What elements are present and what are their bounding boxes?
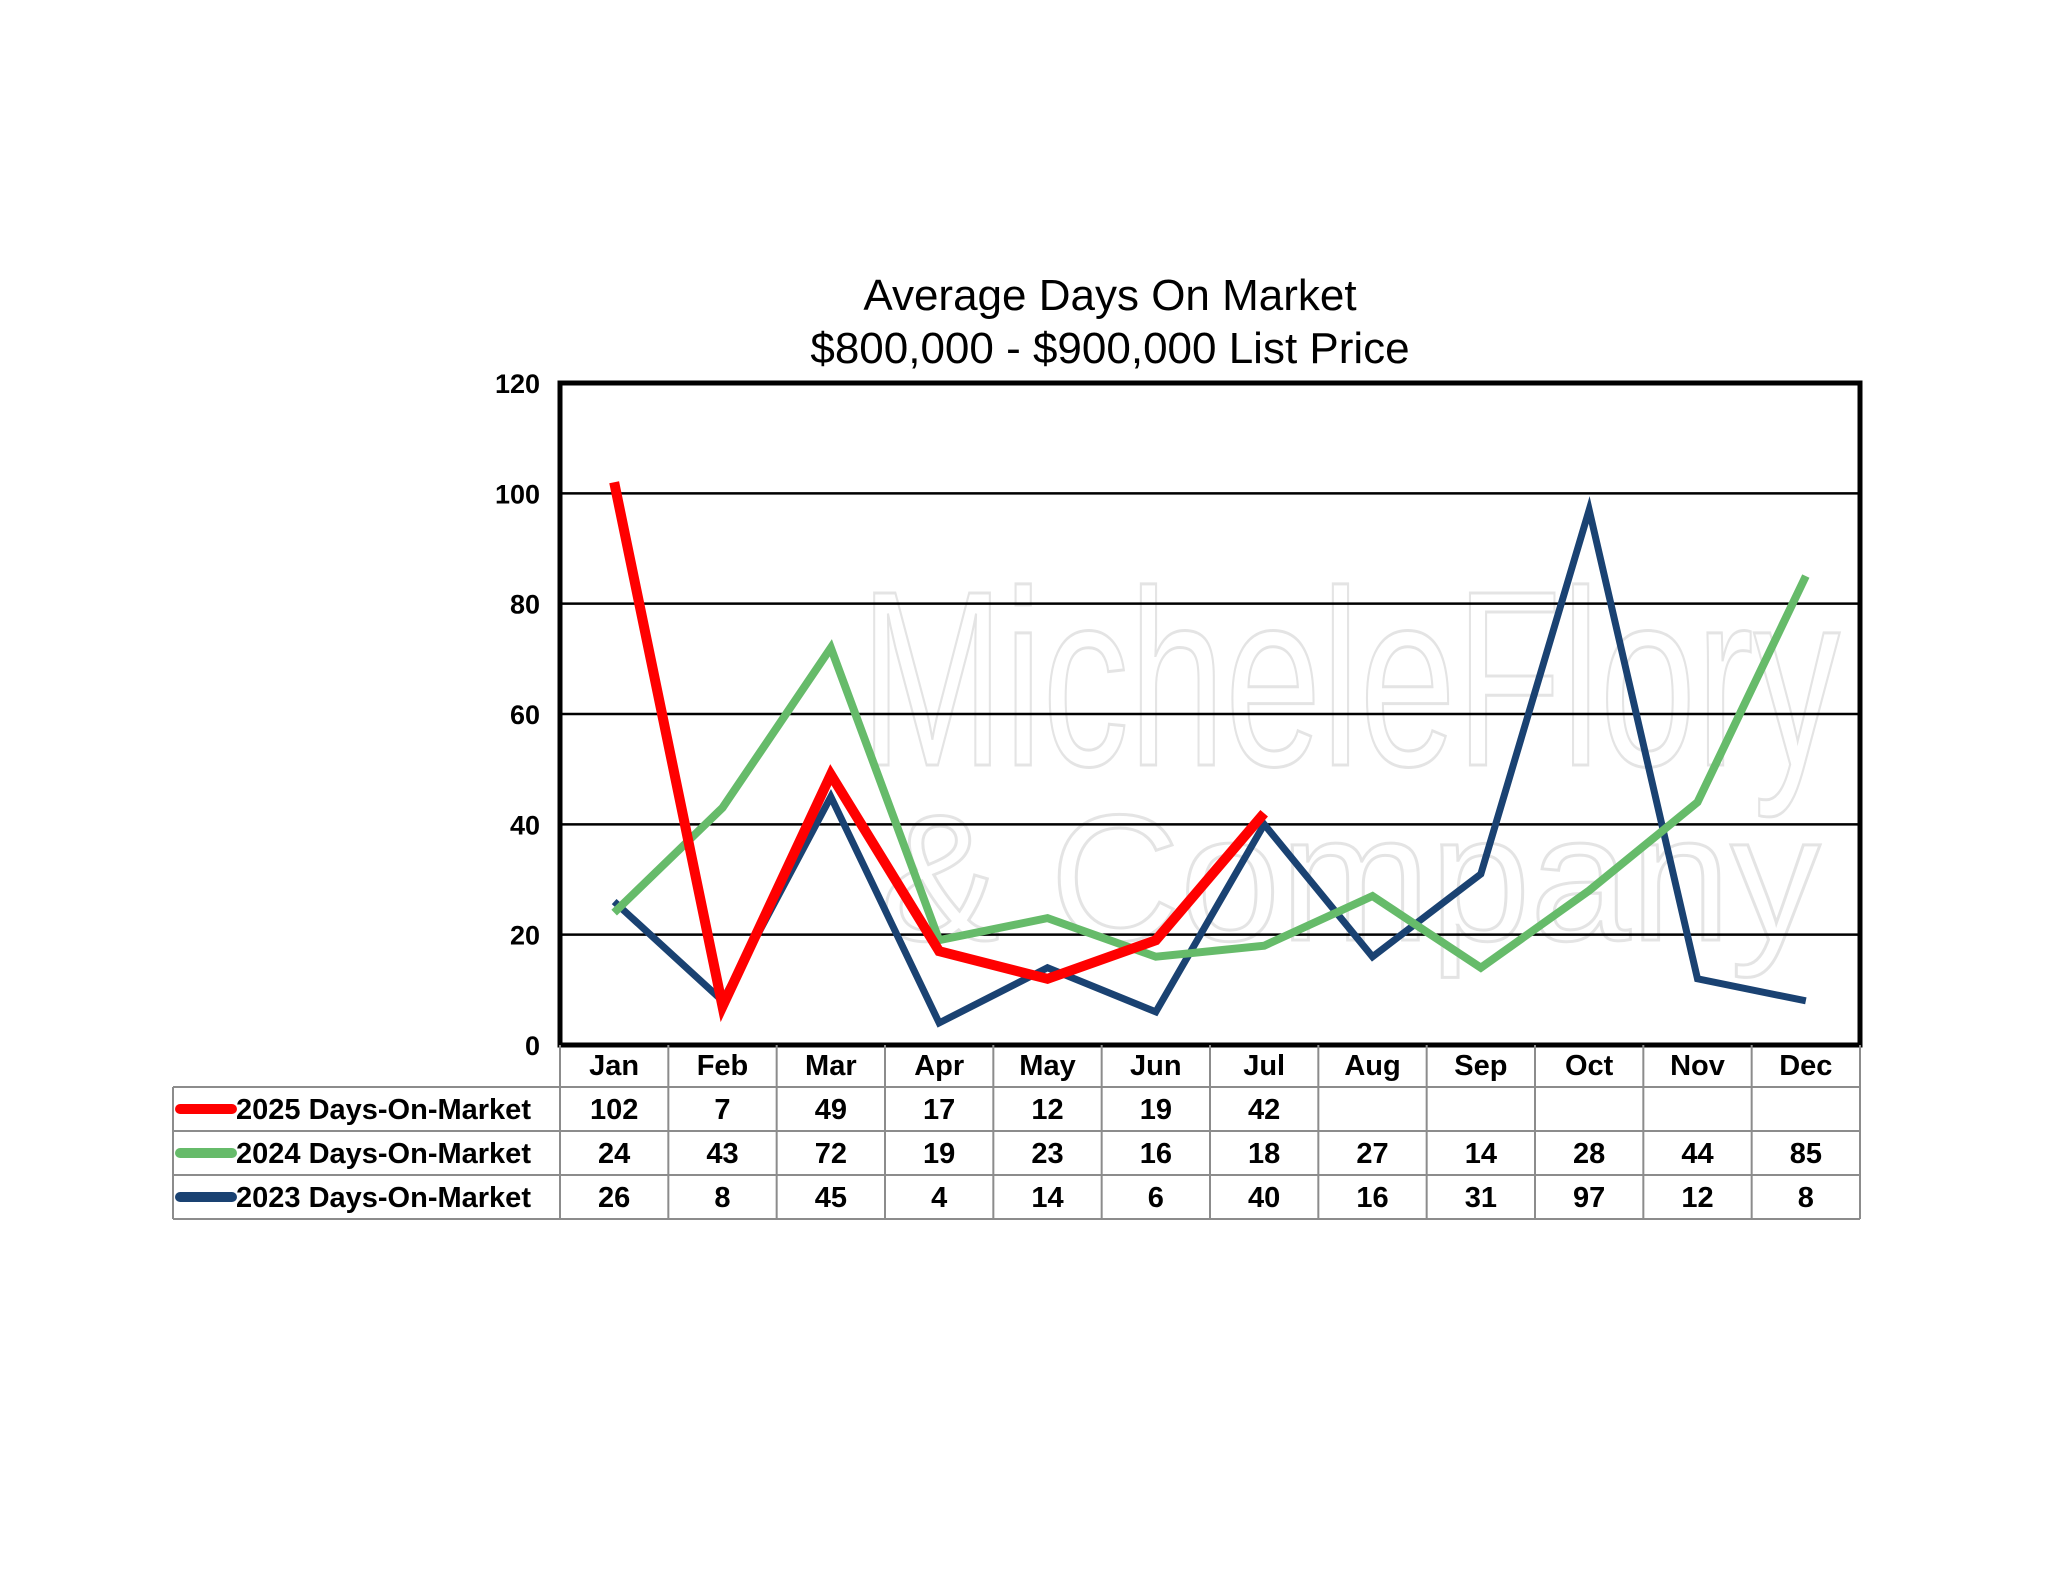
- table-cell-value: 102: [590, 1094, 638, 1126]
- table-cell-value: 97: [1573, 1182, 1605, 1214]
- legend-label: 2023 Days-On-Market: [236, 1182, 531, 1214]
- gridlines: [560, 492, 1860, 936]
- y-tick-label: 40: [510, 810, 540, 840]
- watermark-line2: & Company: [880, 778, 1820, 979]
- data-table: Jan Feb Mar Apr May Jun Jul Aug Sep Oct Nov Dec 2025…: [172, 1045, 1861, 1220]
- legend-label: 2025 Days-On-Market: [236, 1094, 531, 1126]
- table-cell-value: 49: [815, 1094, 847, 1126]
- x-tick-label: Feb: [697, 1050, 749, 1082]
- x-tick-label: Apr: [914, 1050, 964, 1082]
- table-cell-value: 27: [1356, 1138, 1388, 1170]
- table-cell-value: 42: [1248, 1094, 1280, 1126]
- y-tick-label: 0: [525, 1031, 540, 1061]
- y-axis: 0 20 40 60 80 100 120: [495, 369, 540, 1061]
- chart-subtitle: $800,000 - $900,000 List Price: [810, 324, 1409, 373]
- series-line-0: [609, 481, 1268, 1023]
- y-tick-label: 100: [495, 479, 540, 509]
- y-tick-label: 120: [495, 369, 540, 399]
- table-cell-value: 14: [1465, 1138, 1497, 1170]
- chart-title: Average Days On Market: [863, 271, 1356, 320]
- table-cell-value: 85: [1790, 1138, 1822, 1170]
- table-cell-value: 4: [931, 1182, 947, 1214]
- series-line-2: [611, 496, 1807, 1028]
- table-cell-value: 16: [1356, 1182, 1388, 1214]
- table-cell-value: 18: [1248, 1138, 1280, 1170]
- table-cell-value: 6: [1148, 1182, 1164, 1214]
- y-tick-label: 60: [510, 700, 540, 730]
- table-cell-value: 23: [1031, 1138, 1063, 1170]
- table-cell-value: 19: [923, 1138, 955, 1170]
- y-tick-label: 20: [510, 921, 540, 951]
- table-cell-value: 7: [714, 1094, 730, 1126]
- watermark-line1: MicheleFlory: [860, 539, 1840, 818]
- x-tick-label: Oct: [1565, 1050, 1614, 1082]
- x-tick-label: Jun: [1130, 1050, 1182, 1082]
- x-tick-label: Jan: [589, 1050, 639, 1082]
- series-lines: [609, 481, 1810, 1028]
- legend-label: 2024 Days-On-Market: [236, 1138, 531, 1170]
- table-cell-value: 43: [706, 1138, 738, 1170]
- table-cell-value: 45: [815, 1182, 847, 1214]
- table-cell-value: 8: [714, 1182, 730, 1214]
- table-cell-value: 40: [1248, 1182, 1280, 1214]
- table-cell-value: 44: [1681, 1138, 1713, 1170]
- table-cell-value: 12: [1681, 1182, 1713, 1214]
- table-cell-value: 14: [1031, 1182, 1063, 1214]
- x-tick-label: Mar: [805, 1050, 857, 1082]
- table-cell-value: 8: [1798, 1182, 1814, 1214]
- x-tick-label: Jul: [1243, 1050, 1285, 1082]
- table-cell-value: 19: [1140, 1094, 1172, 1126]
- table-cell-value: 26: [598, 1182, 630, 1214]
- x-tick-label: Sep: [1454, 1050, 1507, 1082]
- table-cell-value: 17: [923, 1094, 955, 1126]
- series-line-1: [611, 574, 1810, 973]
- table-cell-value: 72: [815, 1138, 847, 1170]
- watermark: MicheleFlory & Company: [859, 538, 1842, 981]
- table-cell-value: 28: [1573, 1138, 1605, 1170]
- x-tick-label: Aug: [1344, 1050, 1400, 1082]
- x-tick-label: May: [1019, 1050, 1075, 1082]
- table-cell-value: 12: [1031, 1094, 1063, 1126]
- x-tick-label: Nov: [1670, 1050, 1725, 1082]
- table-cell-value: 31: [1465, 1182, 1497, 1214]
- y-tick-label: 80: [510, 590, 540, 620]
- table-cell-value: 16: [1140, 1138, 1172, 1170]
- x-tick-label: Dec: [1779, 1050, 1832, 1082]
- table-cell-value: 24: [598, 1138, 630, 1170]
